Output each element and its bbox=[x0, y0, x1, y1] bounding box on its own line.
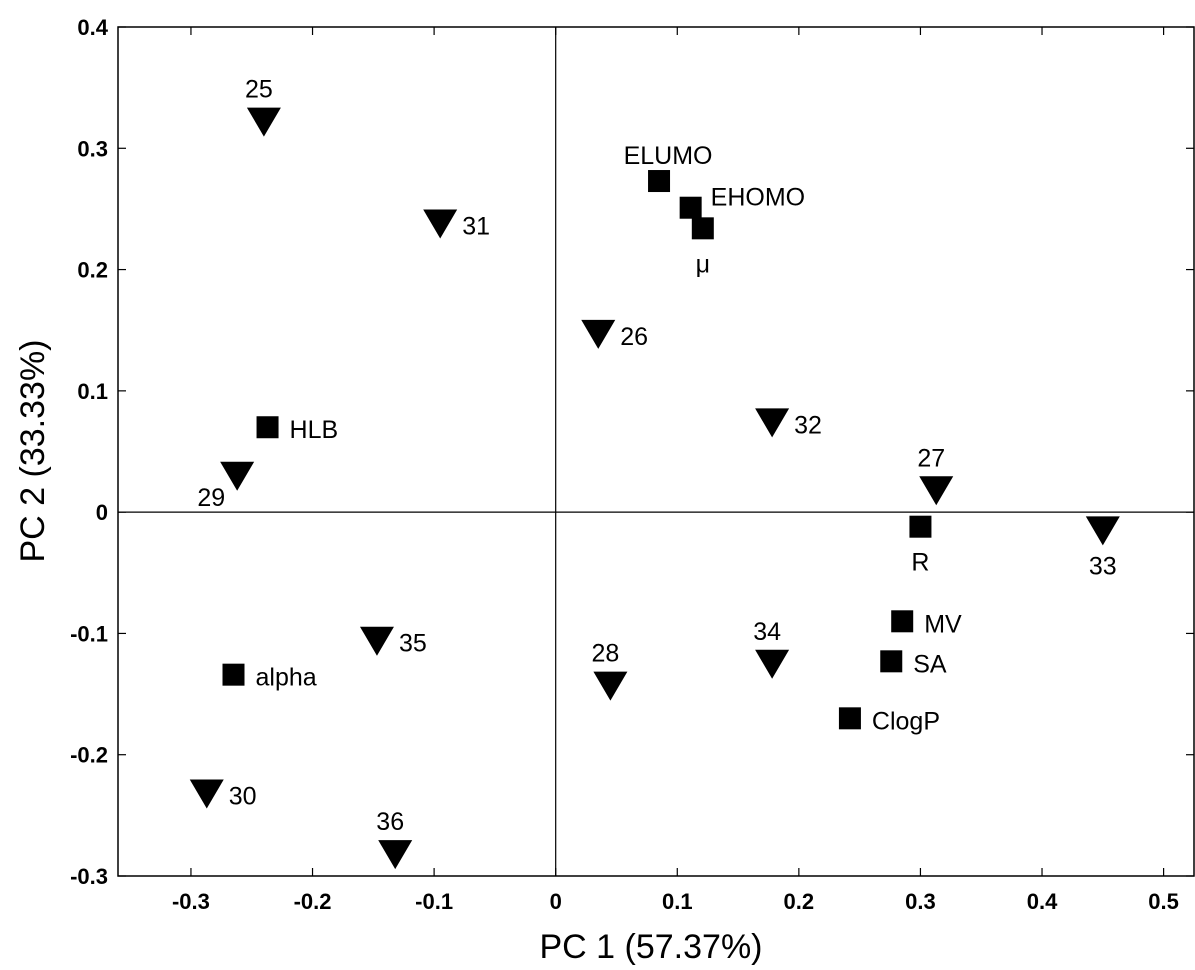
plot-frame bbox=[117, 26, 1195, 877]
point-label: 30 bbox=[229, 783, 257, 811]
triangle-marker bbox=[755, 408, 790, 438]
point-label: MV bbox=[924, 610, 962, 638]
point-label: 26 bbox=[620, 323, 648, 351]
y-tick-label: -0.3 bbox=[70, 864, 108, 889]
square-marker bbox=[648, 170, 671, 193]
triangle-marker bbox=[359, 626, 394, 656]
x-tick-label: -0.2 bbox=[294, 889, 332, 914]
y-axis-ticks: -0.3 -0.2 -0.1 0 0.1 0.2 0.3 0.4 bbox=[70, 15, 1194, 889]
x-tick-label: 0.2 bbox=[784, 889, 815, 914]
point-label: EHOMO bbox=[711, 184, 805, 212]
triangle-marker bbox=[581, 319, 616, 349]
point-label: 33 bbox=[1089, 552, 1117, 580]
triangle-marker bbox=[919, 476, 954, 506]
x-tick-label: -0.1 bbox=[415, 889, 453, 914]
point-label: ELUMO bbox=[624, 142, 713, 170]
data-markers: 25 31 26 32 29 27 33 35 34 28 30 36 ELUMO EHOMO μ HLB R M… bbox=[189, 76, 1120, 870]
triangle-marker bbox=[423, 209, 458, 239]
point-label: 28 bbox=[592, 640, 620, 668]
y-tick-label: 0 bbox=[96, 500, 108, 525]
triangle-marker bbox=[220, 461, 255, 491]
x-tick-label: 0.3 bbox=[905, 889, 936, 914]
square-marker bbox=[256, 416, 279, 439]
square-marker bbox=[691, 217, 714, 240]
square-marker bbox=[679, 196, 702, 219]
triangle-marker bbox=[755, 649, 790, 679]
point-label: SA bbox=[913, 650, 947, 678]
square-marker bbox=[909, 515, 932, 538]
x-tick-label: 0.4 bbox=[1027, 889, 1058, 914]
point-label: R bbox=[911, 549, 929, 577]
square-marker bbox=[880, 650, 903, 673]
point-label: 32 bbox=[794, 411, 822, 439]
point-label: 29 bbox=[197, 484, 225, 512]
point-label: HLB bbox=[290, 416, 339, 444]
x-tick-label: -0.3 bbox=[172, 889, 210, 914]
point-label: 31 bbox=[462, 212, 490, 240]
triangle-marker bbox=[378, 840, 413, 870]
y-tick-label: 0.2 bbox=[77, 258, 108, 283]
square-marker bbox=[222, 663, 245, 686]
square-marker bbox=[838, 707, 861, 730]
point-label: 27 bbox=[917, 444, 945, 472]
y-tick-label: 0.1 bbox=[77, 379, 108, 404]
triangle-marker bbox=[189, 779, 224, 809]
square-marker bbox=[891, 610, 914, 633]
x-tick-label: 0.1 bbox=[662, 889, 693, 914]
x-axis-title: PC 1 (57.37%) bbox=[540, 928, 763, 965]
y-tick-label: -0.2 bbox=[70, 743, 108, 768]
y-tick-label: -0.1 bbox=[70, 621, 108, 646]
x-axis-ticks: -0.3 -0.2 -0.1 0 0.1 0.2 0.3 0.4 0.5 bbox=[172, 27, 1179, 914]
point-label: 35 bbox=[399, 630, 427, 658]
x-tick-label: 0.5 bbox=[1148, 889, 1179, 914]
point-label: ClogP bbox=[872, 707, 940, 735]
point-label: 36 bbox=[376, 808, 404, 836]
y-tick-label: 0.4 bbox=[77, 15, 108, 40]
y-tick-label: 0.3 bbox=[77, 136, 108, 161]
triangle-marker bbox=[1085, 516, 1120, 546]
x-tick-label: 0 bbox=[550, 889, 562, 914]
triangle-marker bbox=[593, 671, 628, 701]
point-label: 25 bbox=[245, 76, 273, 104]
point-label: alpha bbox=[256, 664, 317, 692]
y-axis-title: PC 2 (33.33%) bbox=[14, 340, 52, 563]
point-label: 34 bbox=[753, 618, 781, 646]
triangle-marker bbox=[246, 107, 281, 137]
point-label: μ bbox=[696, 250, 710, 278]
